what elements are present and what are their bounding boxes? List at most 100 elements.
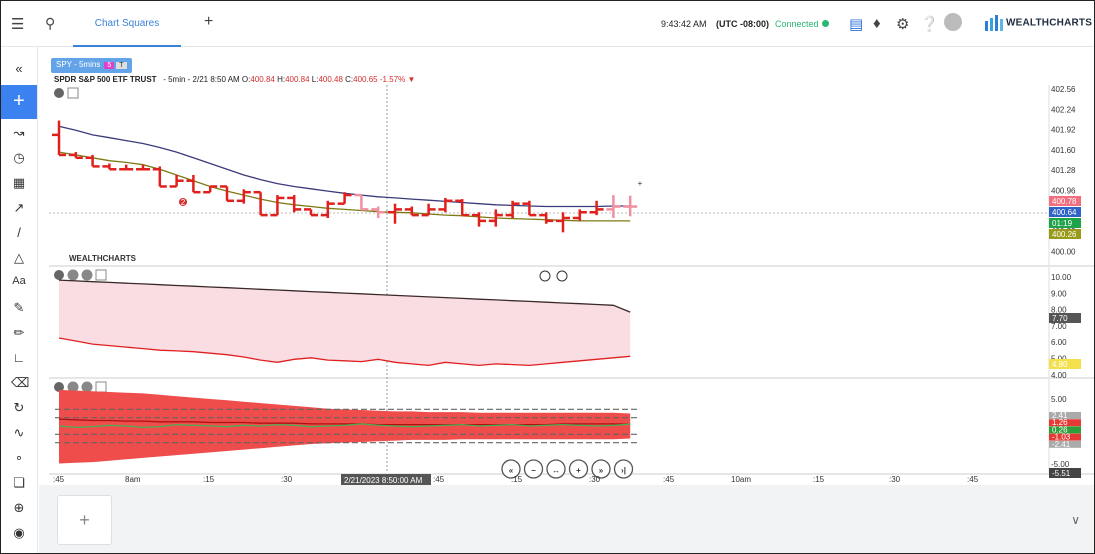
- timezone[interactable]: (UTC -08:00): [716, 19, 770, 29]
- vol-upper-line: [58, 279, 631, 313]
- vol-lower-line: [58, 337, 631, 367]
- chart-type-icon[interactable]: ↝: [13, 125, 25, 140]
- trash-icon[interactable]: ⌫: [11, 375, 30, 390]
- layers-icon[interactable]: ❏: [13, 475, 25, 490]
- change-value: -1.57%: [379, 75, 406, 84]
- ohlc-bar-20: [388, 203, 402, 224]
- forward-icon[interactable]: [591, 459, 611, 479]
- tab-chart-squares[interactable]: Chart Squares: [73, 1, 181, 47]
- jump-end-icon-glyph: ›|: [621, 466, 626, 475]
- ohlc-bar-16: [320, 200, 335, 218]
- ohlc-bar-5: [136, 164, 150, 171]
- ohlc-bar-10: [220, 185, 234, 203]
- x-tick-1: 8am: [125, 475, 141, 484]
- indicator-icon[interactable]: ∿: [13, 425, 25, 440]
- price-tick-2: 401.92: [1051, 126, 1076, 135]
- ohlc-bar-29: [539, 212, 554, 224]
- x-tick-2: :15: [203, 475, 215, 484]
- osc-tag-label-2: 0.26: [1052, 425, 1068, 434]
- ohlc-bar-28: [522, 200, 537, 217]
- zoom-in-icon[interactable]: [568, 459, 589, 479]
- price-tag-label-0: 400.78: [1052, 197, 1077, 206]
- vol-tick-4: 6.00: [1051, 338, 1067, 347]
- tool-sidebar: « + ↝ ◷ ▦ ↗ / △ Aa ✎ ✏ ∟ ⌫ ↻ ∿ ∘ ❏ ⊕ ◉: [1, 47, 38, 553]
- price-tag-2: [1049, 218, 1081, 228]
- vol-tick-0: 10.00: [1051, 273, 1072, 282]
- vol-tick-2: 8.00: [1051, 306, 1067, 315]
- close-value: 400.65: [353, 75, 378, 84]
- vol-tag-label-0: 7.70: [1052, 314, 1068, 323]
- x-tick-11: :45: [967, 475, 979, 484]
- osc-green-line: [58, 423, 631, 429]
- avatar-icon[interactable]: [944, 13, 962, 31]
- search-icon[interactable]: ⚲: [45, 15, 56, 31]
- crosshair-time-label: 2/21/2023 8:50:00 AM: [344, 476, 423, 485]
- refresh-icon[interactable]: ↻: [13, 400, 25, 415]
- price-chart[interactable]: WEALTHCHARTS 2 +402.56 402.24 401.92 401.60 40…: [49, 83, 1094, 485]
- chevron-down-icon[interactable]: ∨: [1071, 513, 1080, 527]
- x-tick-0: :45: [53, 475, 65, 484]
- add-chart-button[interactable]: +: [57, 495, 112, 545]
- shapes-icon[interactable]: △: [14, 250, 24, 265]
- rewind-icon[interactable]: [501, 459, 521, 479]
- price-tag-0: [1049, 196, 1081, 206]
- add-button[interactable]: +: [1, 85, 37, 119]
- zoom-out-icon[interactable]: [523, 459, 544, 479]
- price-tick-8: 400.00: [1051, 247, 1076, 256]
- osc-tag-label-0: 2.41: [1052, 411, 1068, 420]
- ohlc-bar-27: [505, 200, 520, 218]
- live-plus-icon: +: [638, 179, 643, 188]
- symbol-tag[interactable]: SPY - 5mins 5 T: [51, 58, 132, 73]
- help-icon[interactable]: ❔: [920, 16, 939, 33]
- connect-icon[interactable]: ∘: [14, 450, 24, 465]
- symbol-name: SPDR S&P 500 ETF TRUST: [54, 75, 157, 84]
- x-tick-8: 10am: [731, 475, 751, 484]
- ohlc-bar-15: [304, 208, 318, 217]
- x-tick-9: :15: [813, 475, 825, 484]
- ohlc-bar-17: [337, 192, 352, 205]
- status-dot-icon: [821, 20, 829, 27]
- ruler-icon[interactable]: ✏: [13, 325, 25, 340]
- price-tick-1: 402.24: [1051, 105, 1076, 114]
- menu-icon[interactable]: ☰: [11, 16, 25, 33]
- osc-tag-3: [1049, 433, 1081, 441]
- ohlc-legend: SPDR S&P 500 ETF TRUST - 5min - 2/21 8:5…: [54, 75, 415, 84]
- panel-button-icon-1-0: [67, 269, 79, 281]
- vol-band-fill: [59, 280, 631, 366]
- panel-button-icon-2-2: [95, 381, 107, 393]
- ohlc-bar-30: [556, 212, 570, 233]
- bell-icon[interactable]: ♦: [873, 15, 881, 32]
- save-icon[interactable]: ▤: [849, 16, 864, 33]
- add-tab-icon[interactable]: +: [204, 13, 214, 30]
- collapse-icon[interactable]: «: [15, 61, 23, 76]
- event-marker-icon: [179, 198, 187, 206]
- price-tick-4: 401.28: [1051, 166, 1076, 175]
- ohlc-bar-33: [606, 195, 621, 218]
- clock-icon[interactable]: ◷: [13, 150, 25, 165]
- ohlc-bar-23: [438, 197, 453, 213]
- osc-tick-1: -5.00: [1051, 460, 1070, 469]
- trend-icon[interactable]: ↗: [13, 200, 25, 215]
- ohlc-bar-12: [253, 190, 268, 217]
- ohlc-bar-25: [472, 212, 486, 227]
- text-tool-icon[interactable]: Aa: [12, 275, 26, 287]
- forward-icon-glyph: »: [599, 466, 604, 475]
- ohlc-bar-3: [102, 163, 117, 171]
- globe-icon[interactable]: ◉: [13, 525, 25, 540]
- pencil-icon[interactable]: ✎: [13, 300, 25, 315]
- osc-red-line: [58, 418, 631, 426]
- gear-icon[interactable]: ⚙: [896, 16, 910, 33]
- ohlc-bar-7: [169, 175, 184, 188]
- x-tick-7: :45: [663, 475, 675, 484]
- osc-tag-label-5: -5.51: [1052, 469, 1071, 478]
- ohlc-bar-0: [52, 120, 66, 157]
- fit-icon[interactable]: [546, 459, 566, 479]
- calendar-icon[interactable]: ▦: [12, 175, 26, 190]
- line-tool-icon[interactable]: /: [17, 225, 21, 240]
- osc-band-fill: [59, 389, 631, 464]
- jump-end-icon[interactable]: [613, 459, 634, 479]
- angle-icon[interactable]: ∟: [12, 350, 26, 365]
- ohlc-bar-8: [186, 175, 201, 194]
- panel-button-icon-2-1: [81, 381, 93, 393]
- crosshair-icon[interactable]: ⊕: [13, 500, 25, 515]
